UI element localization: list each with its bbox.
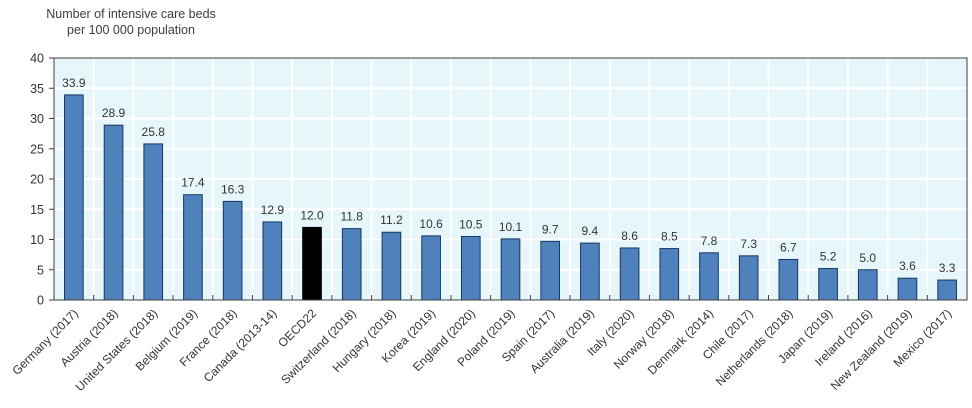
bar-value-label: 6.7 xyxy=(780,240,797,254)
bar-value-label: 25.8 xyxy=(142,125,166,139)
x-category-label: Switzerland (2018) xyxy=(278,306,359,387)
bar-value-label: 10.5 xyxy=(459,217,483,231)
y-tick-label: 40 xyxy=(30,52,44,66)
x-category-label: Canada (2013-14) xyxy=(201,306,280,385)
bar xyxy=(857,269,878,301)
bar-value-label: 10.1 xyxy=(499,220,523,234)
y-tick-label: 35 xyxy=(30,82,44,96)
bar xyxy=(143,143,164,301)
bar-value-label: 9.4 xyxy=(582,224,599,238)
y-tick-label: 30 xyxy=(30,112,44,126)
y-tick-label: 5 xyxy=(37,263,44,277)
bar-value-label: 3.6 xyxy=(899,259,916,273)
bar xyxy=(103,124,124,301)
bar-value-label: 8.5 xyxy=(661,230,678,244)
bar-highlight xyxy=(302,226,322,301)
y-tick-label: 15 xyxy=(30,203,44,217)
bar xyxy=(937,279,957,301)
bar xyxy=(262,221,283,301)
bar-value-label: 11.2 xyxy=(380,213,403,227)
bar xyxy=(659,248,680,301)
bar-value-label: 16.3 xyxy=(221,182,245,196)
bar-value-label: 7.8 xyxy=(701,234,718,248)
y-tick-label: 10 xyxy=(30,233,44,247)
y-tick-label: 20 xyxy=(30,173,44,187)
bar-value-label: 9.7 xyxy=(542,222,559,236)
bar-value-label: 28.9 xyxy=(102,106,126,120)
bar xyxy=(897,277,918,301)
chart-axis-title-line2: per 100 000 population xyxy=(67,23,195,37)
x-category-label: Germany (2017) xyxy=(9,306,81,378)
bar xyxy=(421,235,441,301)
bar xyxy=(580,242,600,301)
y-tick-label: 0 xyxy=(37,294,44,308)
chart-axis-title: Number of intensive care beds per 100 00… xyxy=(35,6,227,38)
chart-axis-title-line1: Number of intensive care beds xyxy=(46,7,216,21)
bar xyxy=(738,255,759,301)
bar xyxy=(619,247,640,301)
bar xyxy=(222,200,243,301)
bar xyxy=(500,238,521,301)
bar-value-label: 12.0 xyxy=(300,208,324,222)
bar-value-label: 17.4 xyxy=(181,176,205,190)
bar-value-label: 5.0 xyxy=(859,251,876,265)
bar-value-label: 33.9 xyxy=(62,76,86,90)
bar-value-label: 10.6 xyxy=(419,217,443,231)
bar-value-label: 5.2 xyxy=(820,250,837,264)
bar xyxy=(778,258,799,301)
bar xyxy=(818,268,838,301)
bar-value-label: 11.8 xyxy=(340,210,363,224)
bar xyxy=(460,235,481,301)
bar-value-label: 3.3 xyxy=(939,261,956,275)
bar-value-label: 7.3 xyxy=(740,237,757,251)
bar xyxy=(183,194,203,301)
bar xyxy=(540,240,561,301)
bar xyxy=(699,252,719,301)
y-tick-label: 25 xyxy=(30,142,44,156)
bar-value-label: 12.9 xyxy=(261,203,285,217)
bar xyxy=(341,228,362,301)
bar-value-label: 8.6 xyxy=(621,229,638,243)
bar xyxy=(381,231,402,301)
bar xyxy=(64,94,84,301)
